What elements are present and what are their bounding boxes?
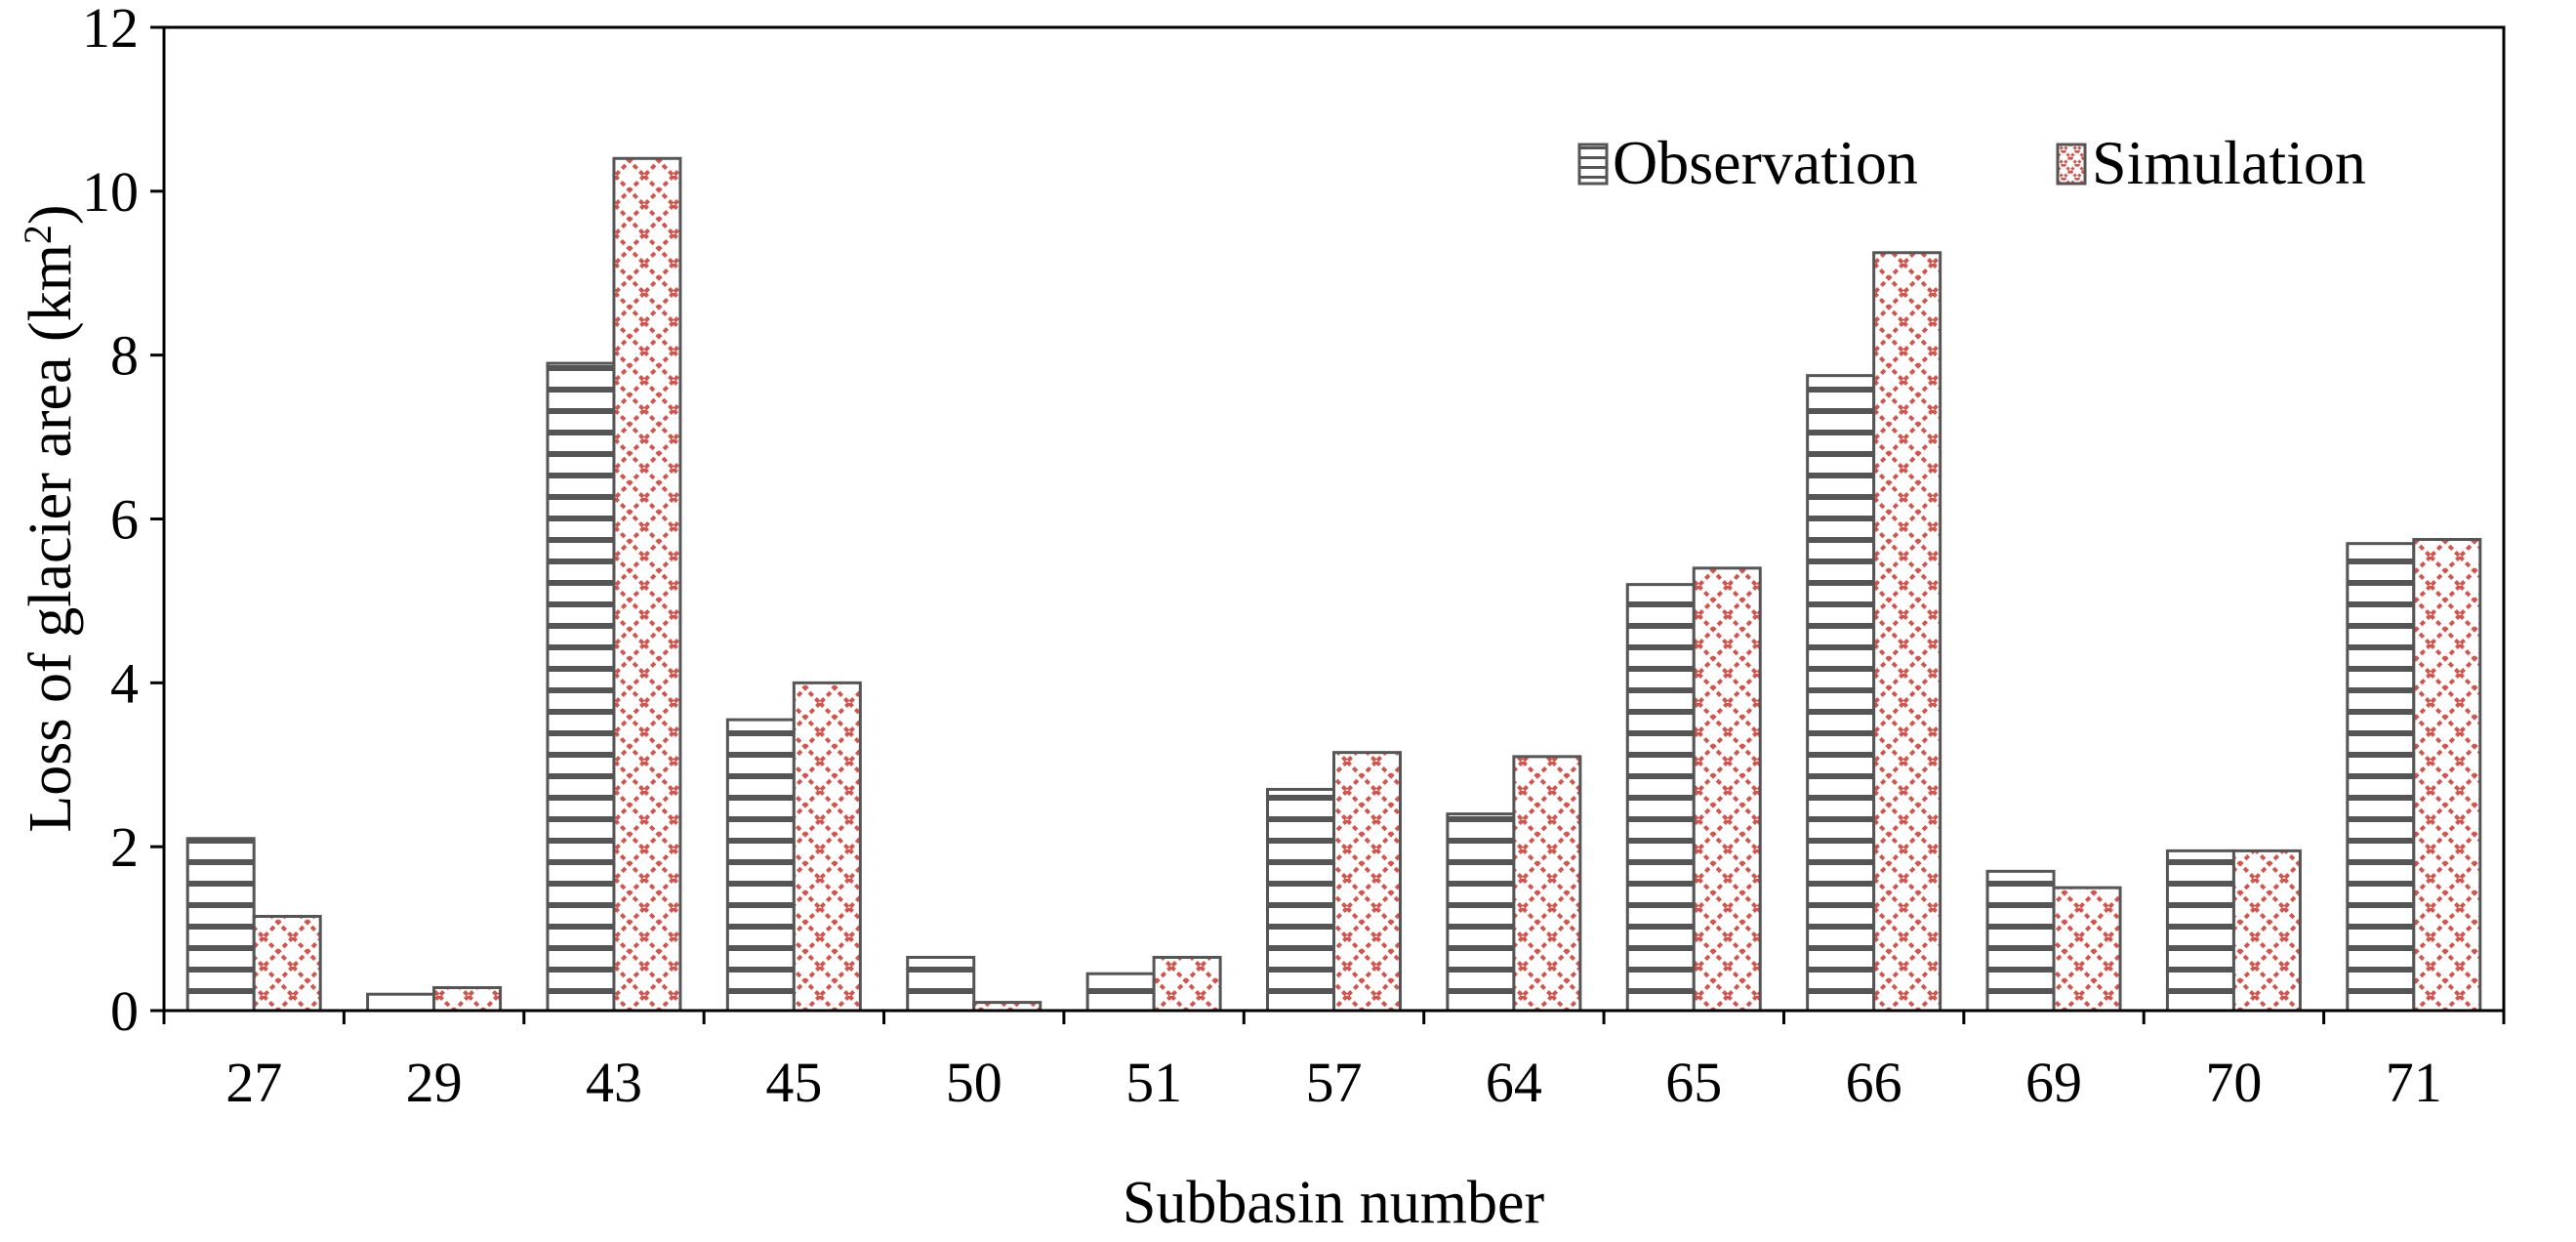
x-tick-label-43: 43 bbox=[586, 1051, 642, 1114]
bar-observation-51 bbox=[1085, 972, 1156, 1013]
y-tick-label: 6 bbox=[110, 488, 139, 552]
bar-simulation-27 bbox=[252, 914, 322, 1013]
bar-simulation-43 bbox=[612, 156, 682, 1013]
bar-observation-57 bbox=[1266, 787, 1335, 1013]
plot-area bbox=[185, 156, 2482, 1013]
bar-observation-50 bbox=[906, 955, 976, 1013]
y-tick-label: 12 bbox=[82, 0, 139, 60]
x-tick-label-64: 64 bbox=[1486, 1051, 1542, 1114]
bar-observation-64 bbox=[1446, 812, 1516, 1013]
x-tick-label-70: 70 bbox=[2205, 1051, 2262, 1114]
bar-observation-43 bbox=[546, 361, 616, 1013]
bar-observation-69 bbox=[1985, 869, 2056, 1013]
x-tick-label-50: 50 bbox=[946, 1051, 1002, 1114]
y-tick-label: 8 bbox=[110, 324, 139, 388]
y-axis-title-close: ) bbox=[18, 204, 84, 225]
bar-observation-71 bbox=[2346, 542, 2416, 1013]
x-tick-label-71: 71 bbox=[2386, 1051, 2442, 1114]
bar-observation-45 bbox=[725, 718, 796, 1013]
y-axis-title: Loss of glacier area (km2) bbox=[16, 204, 84, 832]
x-tick-label-69: 69 bbox=[2025, 1051, 2082, 1114]
bar-simulation-71 bbox=[2412, 537, 2482, 1013]
y-tick-label: 0 bbox=[110, 979, 139, 1043]
y-axis-title-superscript: 2 bbox=[16, 225, 60, 244]
x-tick-label-45: 45 bbox=[765, 1051, 822, 1114]
bar-simulation-70 bbox=[2231, 849, 2302, 1013]
legend-label-observation: Observation bbox=[1613, 128, 1918, 197]
bar-simulation-51 bbox=[1152, 955, 1222, 1013]
bar-observation-70 bbox=[2165, 849, 2235, 1013]
bar-observation-27 bbox=[185, 837, 256, 1013]
y-tick-label: 10 bbox=[82, 160, 139, 224]
bar-simulation-57 bbox=[1332, 751, 1402, 1013]
x-tick-label-65: 65 bbox=[1665, 1051, 1722, 1114]
bar-observation-65 bbox=[1625, 583, 1696, 1013]
y-tick-label: 2 bbox=[110, 815, 139, 879]
y-tick-label: 4 bbox=[110, 651, 139, 715]
x-axis-title: Subbasin number bbox=[1123, 1170, 1545, 1236]
bar-simulation-69 bbox=[2052, 886, 2122, 1013]
x-axis-ticks: 27 29 43 45 50 51 57 64 65 66 69 70 71 bbox=[162, 1011, 2506, 1114]
x-tick-label-51: 51 bbox=[1125, 1051, 1182, 1114]
legend: Observation Simulation bbox=[1577, 128, 2366, 197]
bar-simulation-66 bbox=[1872, 251, 1942, 1013]
bar-observation-66 bbox=[1806, 374, 1876, 1013]
bar-simulation-65 bbox=[1692, 566, 1762, 1013]
legend-swatch-simulation bbox=[2056, 143, 2087, 186]
bar-simulation-29 bbox=[432, 986, 503, 1013]
y-axis-ticks: 0 2 4 6 8 10 12 bbox=[82, 0, 164, 1043]
bar-observation-29 bbox=[366, 992, 436, 1013]
x-tick-label-27: 27 bbox=[225, 1051, 282, 1114]
legend-swatch-observation bbox=[1577, 143, 1609, 186]
x-tick-label-57: 57 bbox=[1306, 1051, 1363, 1114]
legend-label-simulation: Simulation bbox=[2092, 128, 2366, 197]
x-tick-label-29: 29 bbox=[406, 1051, 463, 1114]
bar-simulation-64 bbox=[1512, 755, 1582, 1013]
x-tick-label-66: 66 bbox=[1846, 1051, 1902, 1114]
bar-simulation-45 bbox=[792, 681, 862, 1013]
